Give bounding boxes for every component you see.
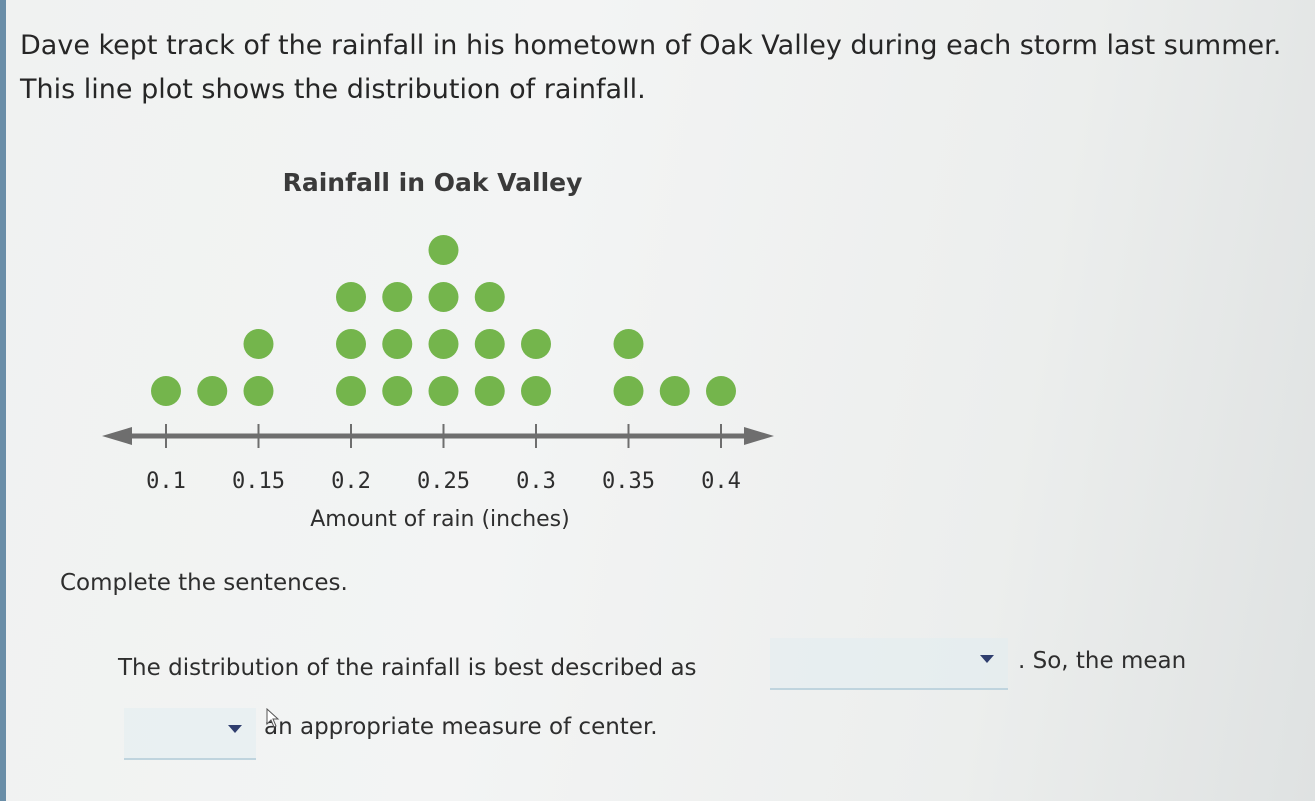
chevron-down-icon bbox=[228, 725, 242, 733]
data-dot bbox=[521, 329, 551, 359]
data-dot bbox=[336, 282, 366, 312]
data-dot bbox=[613, 329, 644, 359]
tick-label: 0.1 bbox=[146, 469, 186, 494]
data-dot bbox=[428, 376, 459, 406]
data-dot bbox=[706, 376, 736, 406]
data-dot bbox=[382, 376, 413, 406]
tick-label: 0.15 bbox=[232, 469, 285, 494]
tick-label: 0.35 bbox=[602, 469, 655, 494]
axis-right-arrow bbox=[744, 427, 774, 445]
data-dot bbox=[151, 376, 181, 406]
tick-label: 0.2 bbox=[331, 469, 371, 494]
problem-intro: Dave kept track of the rainfall in his h… bbox=[20, 24, 1300, 112]
window-left-edge bbox=[0, 0, 6, 801]
mouse-pointer-icon bbox=[266, 708, 280, 728]
x-axis-label: Amount of rain (inches) bbox=[310, 507, 570, 532]
data-dot bbox=[613, 376, 644, 406]
chevron-down-icon bbox=[980, 655, 994, 663]
data-dot bbox=[428, 282, 459, 312]
number-line bbox=[102, 427, 774, 445]
data-dot bbox=[197, 376, 228, 406]
data-dot bbox=[428, 329, 459, 359]
sentence-1-end: . So, the mean bbox=[1018, 648, 1187, 674]
axis-tick-labels: 0.1 0.15 0.2 0.25 0.3 0.35 0.4 bbox=[146, 469, 741, 494]
tick-label: 0.3 bbox=[516, 469, 556, 494]
mean-appropriateness-dropdown[interactable] bbox=[124, 708, 256, 760]
data-dot bbox=[474, 376, 505, 406]
data-dot bbox=[474, 329, 505, 359]
sentence-2-end: an appropriate measure of center. bbox=[264, 714, 658, 740]
axis-ticks bbox=[165, 424, 722, 448]
sentence-1-start: The distribution of the rainfall is best… bbox=[118, 655, 697, 681]
data-dot bbox=[521, 376, 551, 406]
tick-label: 0.25 bbox=[417, 469, 470, 494]
data-dot bbox=[243, 376, 274, 406]
data-dot bbox=[428, 235, 459, 265]
data-dot bbox=[382, 329, 413, 359]
data-dot bbox=[474, 282, 505, 312]
distribution-shape-dropdown[interactable] bbox=[770, 638, 1008, 690]
instructions-text: Complete the sentences. bbox=[60, 570, 348, 596]
chart-title: Rainfall in Oak Valley bbox=[282, 168, 583, 197]
data-dot bbox=[243, 329, 274, 359]
data-dot bbox=[336, 376, 366, 406]
tick-label: 0.4 bbox=[701, 469, 741, 494]
axis-left-arrow bbox=[102, 427, 132, 445]
intro-line-1: Dave kept track of the rainfall in his h… bbox=[20, 30, 1282, 61]
data-dot bbox=[336, 329, 366, 359]
data-dot bbox=[659, 376, 690, 406]
data-dots bbox=[151, 235, 736, 406]
intro-line-2: This line plot shows the distribution of… bbox=[20, 74, 646, 105]
data-dot bbox=[382, 282, 413, 312]
